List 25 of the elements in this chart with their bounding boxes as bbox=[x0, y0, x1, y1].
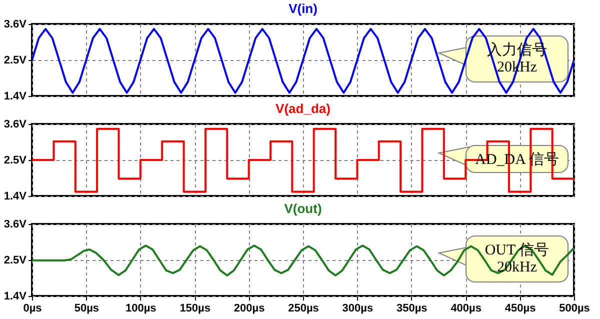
x-tick-label: 50µs bbox=[74, 302, 100, 314]
x-tick-label: 250µs bbox=[288, 302, 319, 314]
chart-title: V(in) bbox=[288, 1, 318, 16]
chart-title: V(ad_da) bbox=[276, 101, 330, 116]
chart-title: V(out) bbox=[284, 201, 322, 216]
y-tick-label: 1.4V bbox=[4, 290, 28, 302]
line-series bbox=[32, 28, 574, 94]
x-tick-label: 0µs bbox=[23, 302, 42, 314]
line-series bbox=[32, 244, 574, 276]
y-tick-label: 1.4V bbox=[4, 190, 28, 202]
x-tick-label: 150µs bbox=[180, 302, 211, 314]
y-tick-label: 2.5V bbox=[4, 254, 28, 266]
y-tick-label: 3.6V bbox=[4, 218, 28, 230]
x-tick-label: 100µs bbox=[125, 302, 156, 314]
y-tick-label: 2.5V bbox=[4, 54, 28, 66]
x-tick-label: 500µs bbox=[559, 302, 590, 314]
y-tick-label: 3.6V bbox=[4, 118, 28, 130]
x-tick-label: 450µs bbox=[504, 302, 536, 314]
y-tick-label: 1.4V bbox=[4, 90, 28, 102]
y-tick-label: 2.5V bbox=[4, 154, 28, 166]
x-tick-label: 400µs bbox=[450, 302, 482, 314]
y-tick-label: 3.6V bbox=[4, 18, 28, 30]
x-tick-label: 300µs bbox=[342, 302, 374, 314]
x-tick-label: 200µs bbox=[234, 302, 265, 314]
x-tick-label: 350µs bbox=[396, 302, 428, 314]
